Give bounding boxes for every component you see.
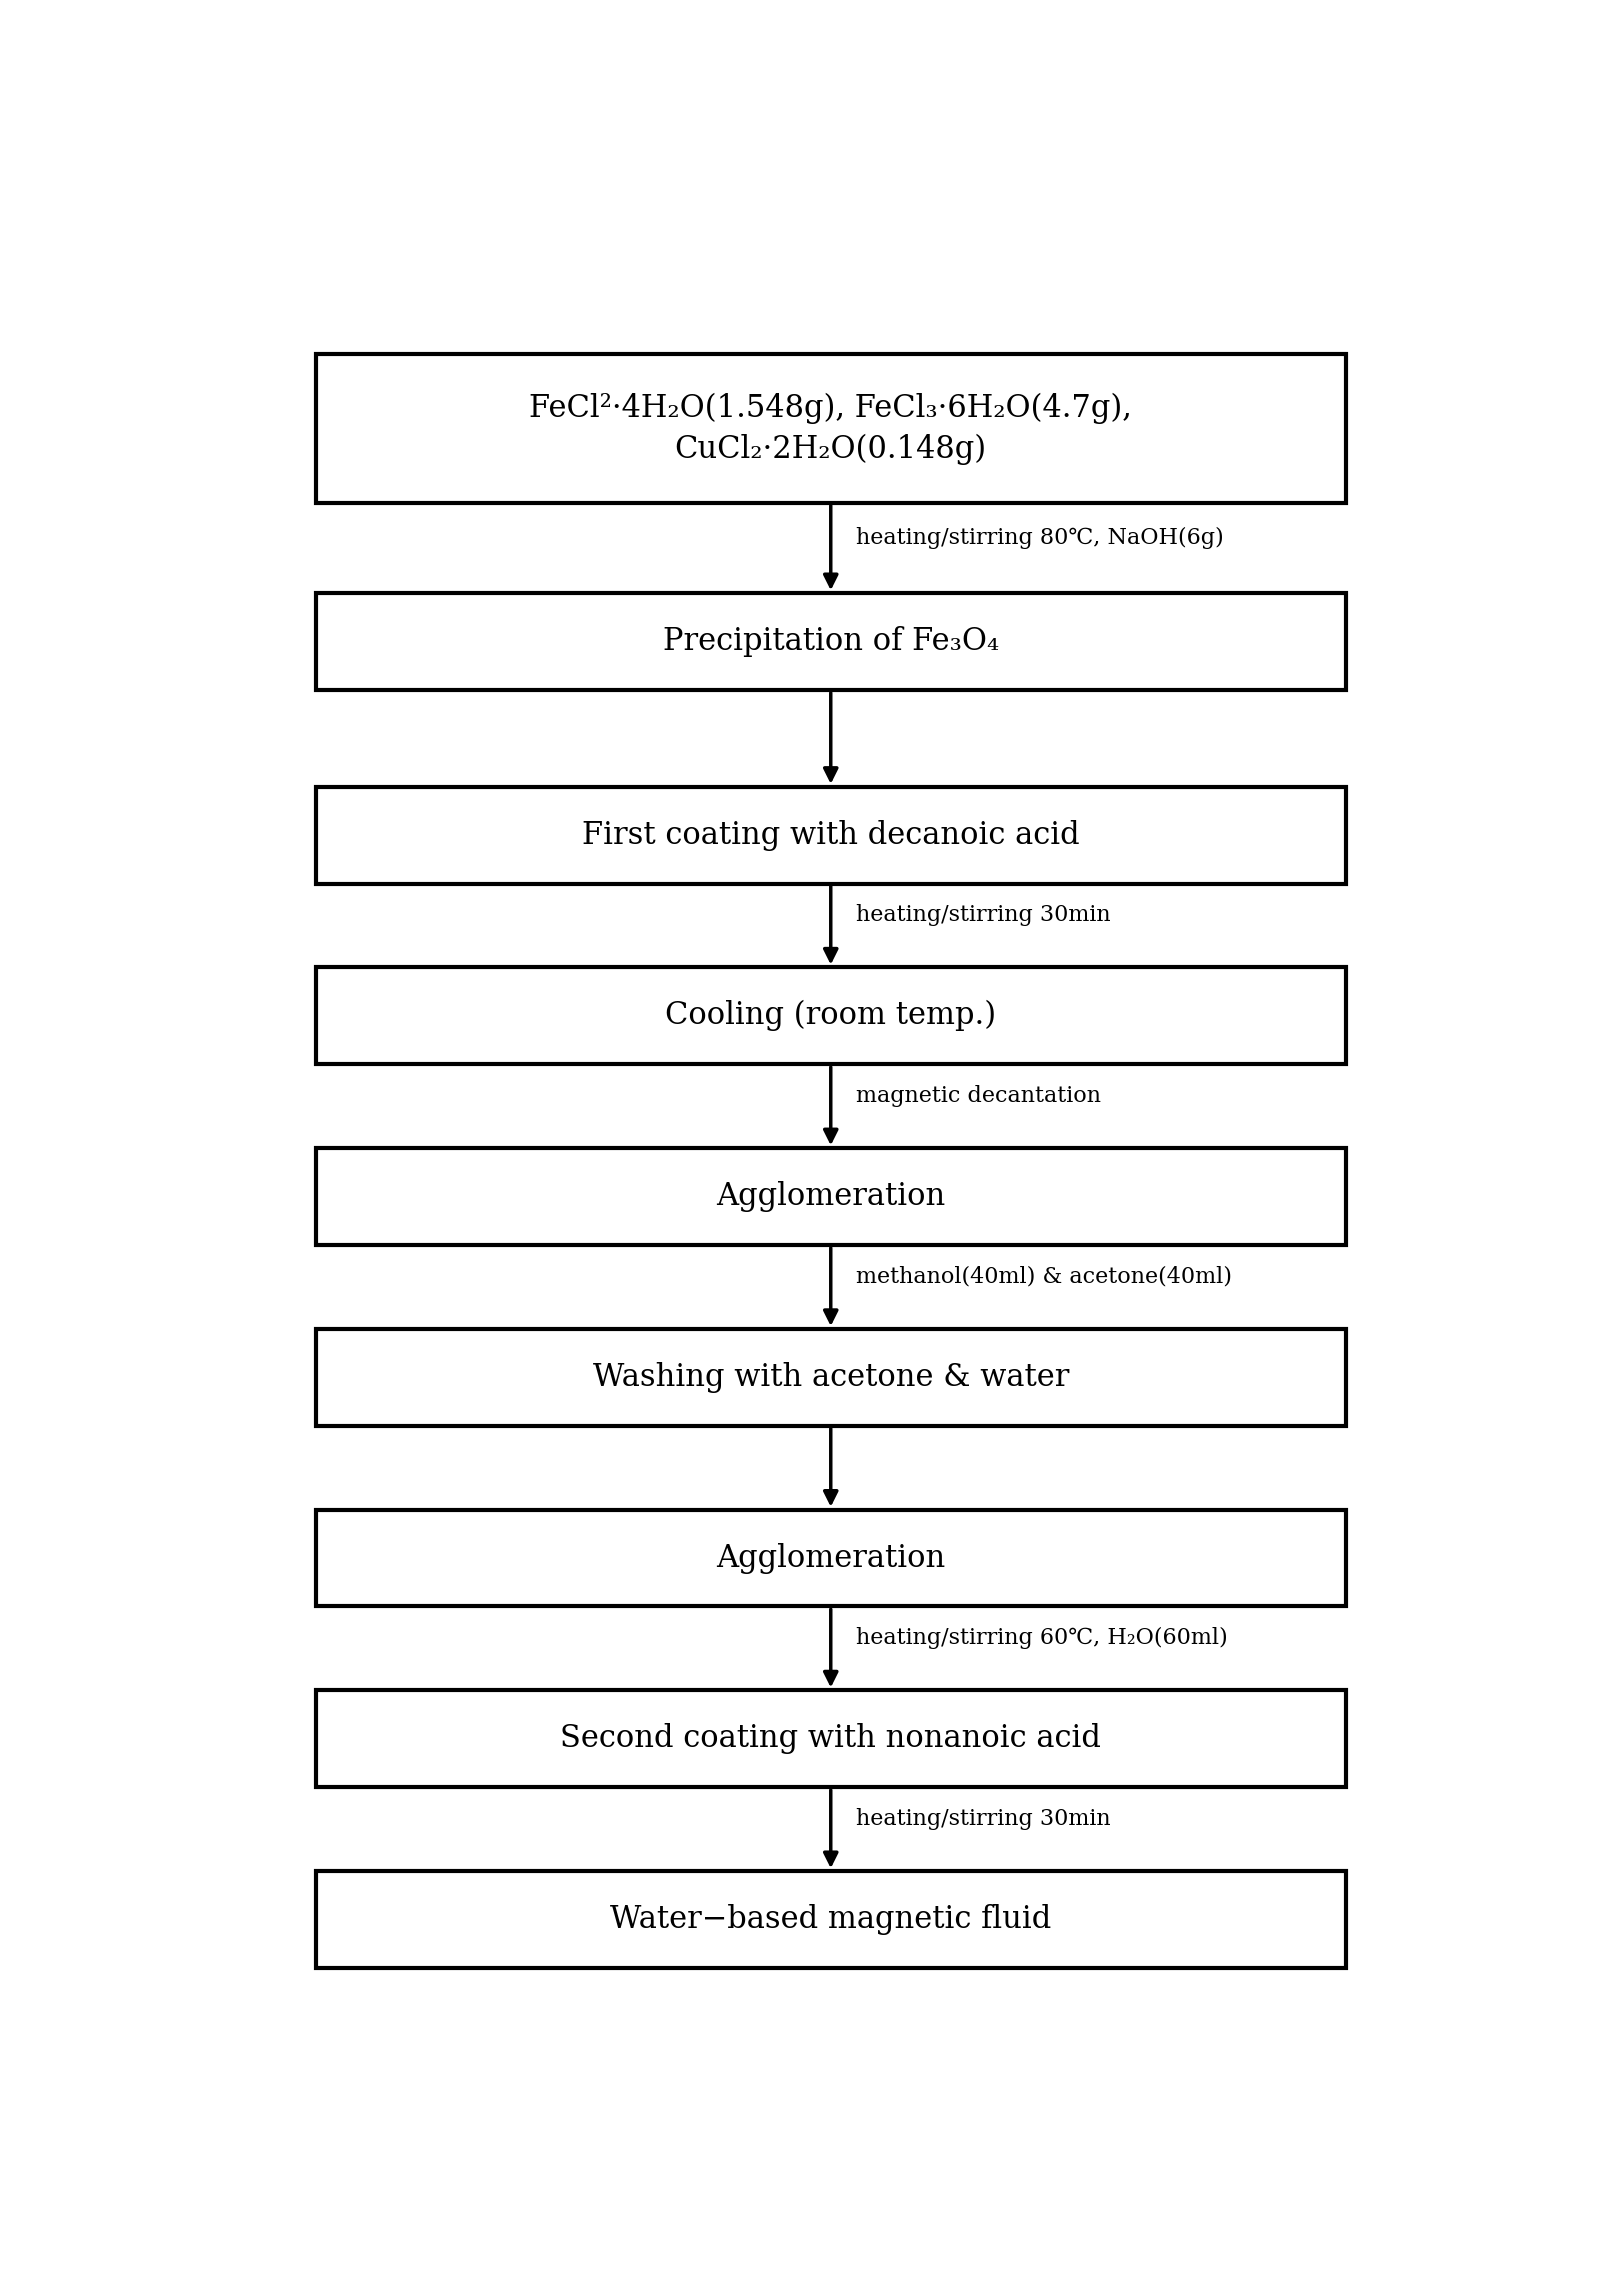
Text: Washing with acetone & water: Washing with acetone & water [593,1361,1068,1393]
Bar [316,353,1345,502]
Text: heating/stirring 30min: heating/stirring 30min [856,1808,1110,1831]
Bar [316,787,1345,885]
Bar [316,1509,1345,1607]
Text: First coating with decanoic acid: First coating with decanoic acid [582,819,1080,850]
Bar [316,593,1345,691]
Text: Agglomeration: Agglomeration [716,1181,945,1213]
Text: Precipitation of Fe₃O₄: Precipitation of Fe₃O₄ [663,627,999,657]
Bar [316,1149,1345,1245]
Text: Agglomeration: Agglomeration [716,1544,945,1573]
Text: Water−based magnetic fluid: Water−based magnetic fluid [609,1904,1052,1936]
Text: methanol(40ml) & acetone(40ml): methanol(40ml) & acetone(40ml) [856,1265,1232,1288]
Text: heating/stirring 60℃, H₂O(60ml): heating/stirring 60℃, H₂O(60ml) [856,1628,1227,1648]
Text: heating/stirring 30min: heating/stirring 30min [856,905,1110,926]
Bar [316,967,1345,1065]
Text: magnetic decantation: magnetic decantation [856,1085,1101,1106]
Text: Cooling (room temp.): Cooling (room temp.) [665,1001,997,1031]
Text: FeCl²·4H₂O(1.548g), FeCl₃·6H₂O(4.7g),
CuCl₂·2H₂O(0.148g): FeCl²·4H₂O(1.548g), FeCl₃·6H₂O(4.7g), Cu… [530,392,1131,465]
Bar [316,1689,1345,1788]
Bar [316,1872,1345,1968]
Text: Second coating with nonanoic acid: Second coating with nonanoic acid [561,1724,1101,1753]
Text: heating/stirring 80℃, NaOH(6g): heating/stirring 80℃, NaOH(6g) [856,527,1224,549]
Bar [316,1329,1345,1425]
